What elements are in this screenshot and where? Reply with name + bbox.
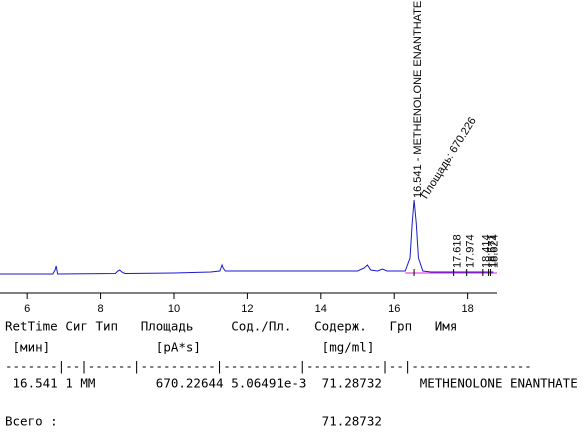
peak-label: 16.541 - METHENOLONE ENANTHATE	[412, 1, 424, 198]
x-tick-label: 14	[315, 303, 327, 315]
column-unit: [pA*s]	[156, 340, 201, 355]
table-cell: 670.22644	[156, 376, 224, 391]
x-tick-label: 8	[98, 303, 104, 315]
table-cell: 5.06491e-3	[231, 376, 306, 391]
column-unit: [мин]	[13, 340, 51, 355]
x-tick-label: 6	[24, 303, 30, 315]
column-header: Имя	[435, 319, 458, 334]
peak-label: 18.624	[488, 234, 500, 268]
peak-label: 17.618	[452, 234, 464, 268]
column-header: Площадь	[141, 319, 194, 334]
total-value: 71.28732	[322, 414, 382, 429]
signal-trace	[0, 199, 494, 275]
table-cell: 16.541	[13, 376, 58, 391]
column-header: Тип	[95, 319, 118, 334]
peak-area-label: Площадь: 670.226	[419, 115, 479, 201]
peak-label: 18.414	[481, 234, 493, 268]
x-tick-label: 12	[241, 303, 253, 315]
total-label: Всего :	[5, 414, 58, 429]
table-cell: 71.28732	[322, 376, 382, 391]
peak-label: 17.974	[465, 234, 477, 268]
table-cell: 1	[65, 376, 73, 391]
column-header: Грп	[390, 319, 413, 334]
column-header: Сиг	[65, 319, 88, 334]
separator: -------|--|------|----------|----------|…	[5, 359, 532, 374]
table-cell: MM	[80, 376, 95, 391]
peak-label: 18.571	[487, 234, 499, 268]
column-unit: [mg/ml]	[322, 340, 375, 355]
x-tick-label: 18	[462, 303, 474, 315]
table-cell: METHENOLONE ENANTHATE	[420, 376, 578, 391]
column-header: Содерж.	[314, 319, 367, 334]
x-tick-label: 10	[168, 303, 180, 315]
x-tick-label: 16	[388, 303, 400, 315]
column-header: RetTime	[5, 319, 58, 334]
column-header: Сод./Пл.	[231, 319, 291, 334]
